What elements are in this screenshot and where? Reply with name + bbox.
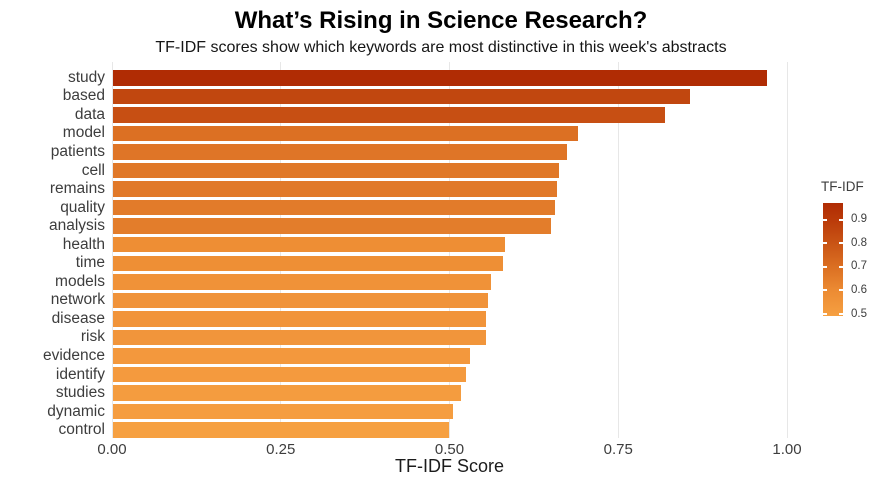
legend-tick-mark — [823, 218, 827, 221]
x-tick-label: 0.50 — [434, 441, 465, 458]
bar-network — [112, 292, 489, 309]
bar-identify — [112, 366, 467, 383]
legend-tick-label-0.9: 0.9 — [851, 213, 867, 226]
y-axis-label-model: model — [62, 124, 105, 142]
y-axis-label-data: data — [74, 105, 105, 123]
bar-model — [112, 125, 579, 142]
bar-health — [112, 236, 505, 253]
bar-study — [112, 70, 768, 86]
legend-tick-mark — [823, 242, 827, 245]
bar-studies — [112, 385, 462, 401]
y-axis-label-models: models — [55, 272, 105, 290]
y-axis-label-patients: patients — [50, 142, 105, 160]
legend-tick-mark — [823, 265, 827, 268]
bar-data — [112, 107, 665, 123]
legend-tick-mark — [839, 218, 843, 221]
legend-gradient-bar — [823, 203, 843, 316]
legend-tick-mark — [823, 313, 827, 316]
bar-quality — [112, 199, 555, 216]
y-axis-label-time: time — [75, 254, 105, 272]
legend-tick-label-0.6: 0.6 — [851, 283, 867, 296]
y-axis-label-based: based — [62, 87, 105, 105]
x-tick-label: 1.00 — [772, 441, 802, 458]
bar-models — [112, 274, 491, 290]
bar-cell — [112, 162, 559, 179]
y-axis-label-quality: quality — [60, 198, 105, 216]
chart-subtitle: TF-IDF scores show which keywords are mo… — [155, 39, 727, 56]
y-axis-label-evidence: evidence — [42, 347, 105, 364]
gridline-1.00 — [786, 62, 788, 438]
chart-title: What’s Rising in Science Research? — [234, 7, 648, 34]
legend-tick-mark — [839, 242, 843, 245]
x-tick-label: 0.00 — [97, 441, 127, 458]
legend-tick-mark — [839, 289, 843, 292]
gridline-0.75 — [617, 62, 619, 438]
bar-disease — [112, 311, 487, 327]
legend-tick-mark — [823, 289, 827, 292]
legend-tick-label-0.8: 0.8 — [851, 236, 867, 249]
y-axis-label-dynamic: dynamic — [47, 402, 105, 420]
bar-control — [112, 422, 450, 438]
y-axis-label-studies: studies — [55, 384, 105, 402]
legend-tick-label-0.5: 0.5 — [851, 307, 867, 320]
legend-title: TF-IDF — [821, 179, 864, 194]
bar-evidence — [112, 348, 471, 364]
y-axis-label-risk: risk — [80, 328, 105, 346]
x-axis-title: TF-IDF Score — [394, 456, 504, 476]
bar-dynamic — [112, 403, 454, 420]
bar-patients — [112, 144, 567, 160]
legend-tick-mark — [839, 265, 843, 268]
y-axis-label-health: health — [62, 235, 105, 253]
bar-analysis — [112, 218, 551, 234]
bar-risk — [112, 329, 486, 346]
x-tick-label: 0.25 — [266, 441, 296, 458]
y-axis-label-analysis: analysis — [49, 217, 105, 235]
y-axis-label-cell: cell — [81, 161, 105, 179]
y-axis-label-control: control — [58, 421, 105, 439]
legend-tick-label-0.7: 0.7 — [851, 260, 867, 273]
y-axis-label-disease: disease — [51, 309, 105, 327]
bar-remains — [112, 181, 558, 197]
y-axis-label-network: network — [50, 291, 105, 309]
y-axis-label-remains: remains — [49, 180, 105, 198]
legend-tick-mark — [839, 313, 843, 316]
gridline-0.00 — [111, 62, 113, 438]
bar-based — [112, 88, 690, 105]
x-tick-label: 0.75 — [603, 441, 633, 458]
y-axis-label-study: study — [67, 68, 105, 86]
y-axis-label-identify: identify — [55, 365, 105, 383]
bar-time — [112, 255, 504, 271]
